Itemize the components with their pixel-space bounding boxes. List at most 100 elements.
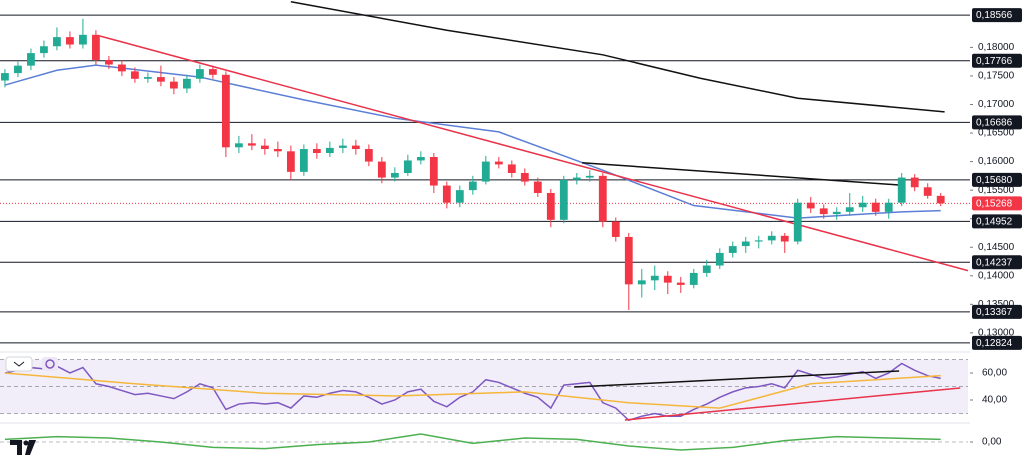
candle-body xyxy=(520,173,529,182)
y-tick-label: 0,15500 xyxy=(978,185,1015,196)
y-tick-label: 0,16500 xyxy=(978,128,1015,139)
candle-body xyxy=(364,149,373,162)
candle-body xyxy=(286,151,295,172)
candle-body xyxy=(312,149,321,154)
candle-body xyxy=(637,280,646,285)
candle-body xyxy=(325,147,334,154)
candle-body xyxy=(663,275,672,283)
candle-body xyxy=(79,34,87,45)
candle-body xyxy=(53,37,61,47)
logo-dot xyxy=(23,440,29,446)
indicator-line xyxy=(581,161,900,186)
candle-body xyxy=(1,73,9,81)
level-label: 0,15680 xyxy=(976,175,1013,186)
pane-controls xyxy=(5,356,58,372)
level-label-box xyxy=(972,53,1022,68)
y-tick-label: 0,14000 xyxy=(978,270,1015,281)
candle-body xyxy=(481,161,490,182)
y-tick-label: 0,14500 xyxy=(978,242,1015,253)
logo xyxy=(10,440,36,455)
candle-body xyxy=(507,164,516,174)
candle-body xyxy=(429,157,438,186)
candle-body xyxy=(754,240,763,242)
level-label-box xyxy=(972,304,1022,319)
plot: 0,18000 0,17500 0,17000 0,16500 0,16000 0,155… xyxy=(0,0,1022,451)
candle-body xyxy=(234,143,243,148)
candle-body xyxy=(416,157,425,161)
y-tick-label: 0,16000 xyxy=(978,156,1015,167)
indicator-line xyxy=(624,387,961,421)
y-tick-label: 60,00 xyxy=(982,368,1007,379)
candle-body xyxy=(559,179,568,220)
candle-body xyxy=(650,275,659,281)
candle-body xyxy=(468,181,477,191)
candle-body xyxy=(442,185,451,203)
logo-mark xyxy=(10,440,22,455)
candle-body xyxy=(832,211,841,215)
level-label: 0,13367 xyxy=(976,307,1013,318)
candle-body xyxy=(897,177,906,203)
candle-body xyxy=(494,161,503,165)
indicator-line xyxy=(4,433,941,451)
candle-body xyxy=(390,173,399,178)
indicator-line xyxy=(4,64,941,219)
candle-body xyxy=(247,143,256,146)
candle-body xyxy=(923,187,932,196)
y-tick-label: 0,00 xyxy=(982,437,1002,448)
collapse-button[interactable] xyxy=(5,356,33,372)
candle-body xyxy=(819,208,828,215)
indicator-line xyxy=(574,370,900,388)
level-label: 0,17766 xyxy=(976,56,1013,67)
level-label-box xyxy=(972,8,1022,23)
chevron-icon xyxy=(13,361,25,367)
refresh-icon xyxy=(45,359,55,369)
candle-body xyxy=(780,235,789,242)
candle-body xyxy=(169,81,178,89)
candle-body xyxy=(546,192,555,220)
candle-body xyxy=(767,235,776,241)
level-label-box xyxy=(972,214,1022,229)
candle-body xyxy=(884,202,893,212)
candle-body xyxy=(338,145,347,148)
candle-body xyxy=(702,265,711,273)
candle-body xyxy=(624,236,633,285)
candle-body xyxy=(572,177,581,180)
refresh-button[interactable] xyxy=(42,357,58,371)
level-label: 0,16686 xyxy=(976,118,1013,129)
y-tick-label: 0,18000 xyxy=(978,42,1015,53)
candle-body xyxy=(728,246,737,253)
indicator-line xyxy=(290,0,945,113)
y-tick-label: 0,13000 xyxy=(978,328,1015,339)
level-label-box xyxy=(972,335,1022,350)
candle-body xyxy=(858,202,867,208)
candle-body xyxy=(195,69,204,79)
candle-body xyxy=(182,78,191,89)
candle-body xyxy=(533,181,542,193)
candle-body xyxy=(299,149,308,172)
candle-body xyxy=(157,77,165,82)
candle-body xyxy=(260,145,269,150)
candle-body xyxy=(27,53,35,66)
candle-body xyxy=(806,202,815,209)
candle-body xyxy=(14,65,22,74)
candle-body xyxy=(676,282,685,285)
candle-body xyxy=(585,175,594,178)
y-tick-label: 0,17000 xyxy=(978,99,1015,110)
y-tick-label: 0,13500 xyxy=(978,299,1015,310)
candle-body xyxy=(92,34,100,60)
level-label-box xyxy=(972,115,1022,130)
indicator-line xyxy=(4,372,941,409)
y-tick-label: 40,00 xyxy=(982,395,1007,406)
candle-body xyxy=(611,221,620,237)
current-price-label: 0,15268 xyxy=(976,199,1013,210)
candle-body xyxy=(377,161,386,178)
candle-body xyxy=(741,241,750,247)
level-label: 0,12824 xyxy=(976,338,1013,349)
indicator-line xyxy=(4,362,941,422)
candle-body xyxy=(845,207,854,212)
level-label: 0,14237 xyxy=(976,257,1013,268)
level-label-box xyxy=(972,172,1022,187)
candle-body xyxy=(403,160,412,174)
candle-body xyxy=(910,177,919,188)
